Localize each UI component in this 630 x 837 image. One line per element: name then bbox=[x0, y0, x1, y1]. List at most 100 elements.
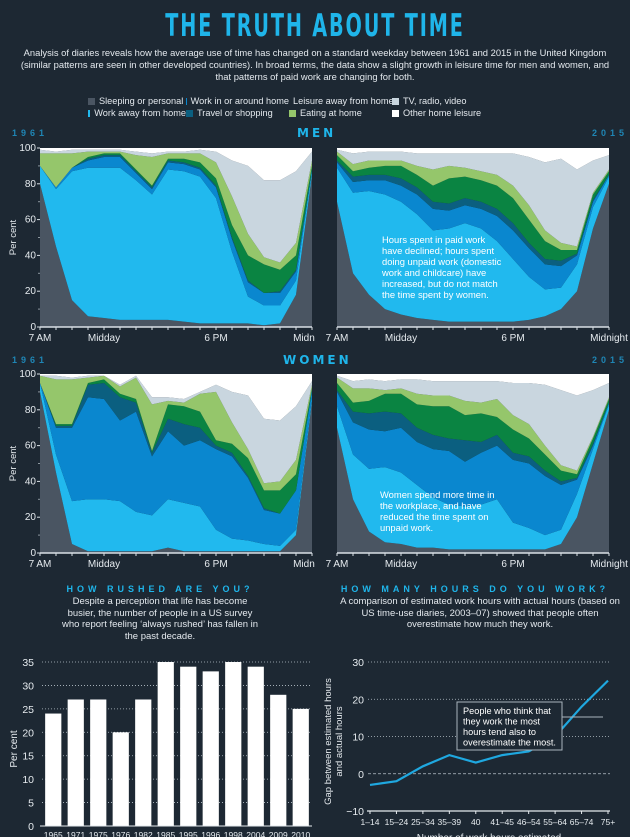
y-axis-label: Per cent bbox=[9, 730, 20, 767]
y-axis-label: Per cent bbox=[8, 219, 19, 255]
annotation-text: People who think that bbox=[463, 706, 551, 716]
x-tick-label: 1–14 bbox=[361, 817, 380, 827]
y-tick-label: 5 bbox=[28, 798, 34, 810]
x-tick-label: 2009 bbox=[269, 830, 288, 837]
y-tick-label: 30 bbox=[352, 657, 364, 669]
area-work-away-from-home bbox=[40, 382, 312, 552]
men-1961-area-chart: 7 AM Midday 6 PM Midnight 0 20 40 60 80 100 Per ce… bbox=[8, 143, 315, 344]
y-tick-label: 30 bbox=[22, 680, 34, 692]
area-work-in-or-around-home bbox=[337, 162, 609, 290]
women-2015-area-chart: 7 AM Midday 6 PM Midnight bbox=[326, 374, 628, 570]
area-work-away-from-home bbox=[337, 167, 609, 322]
annotation-text: they work the most bbox=[463, 717, 541, 727]
y-tick-label: 10 bbox=[22, 774, 34, 786]
x-tick-label: 40 bbox=[471, 817, 481, 827]
women-annotation: Women spend more time in the workplace, … bbox=[380, 489, 495, 533]
legend-label: Travel or shopping bbox=[197, 108, 273, 118]
x-tick-label: 1995 bbox=[179, 830, 198, 837]
y-tick-label: 40 bbox=[25, 476, 37, 487]
bar bbox=[270, 694, 287, 826]
y-tick-label: 40 bbox=[25, 250, 37, 261]
y-tick-label: 60 bbox=[25, 215, 37, 226]
legend-item: Work in or around home bbox=[186, 96, 289, 106]
bar bbox=[157, 662, 174, 826]
y-tick-label: 0 bbox=[30, 548, 36, 559]
y-tick-label: 60 bbox=[25, 441, 37, 452]
area-travel-or-shopping bbox=[337, 160, 609, 267]
x-tick-label: 35–39 bbox=[438, 817, 462, 827]
bar bbox=[45, 713, 62, 826]
area-work-in-or-around-home bbox=[40, 382, 312, 546]
legend-item: Other home leisure bbox=[392, 108, 492, 118]
y-axis-label: Per cent bbox=[8, 445, 19, 481]
bar bbox=[67, 699, 84, 826]
x-tick-label: 1982 bbox=[134, 830, 153, 837]
area-work-in-or-around-home bbox=[40, 156, 312, 306]
area-tv-radio-video bbox=[337, 375, 609, 471]
area-other-home-leisure bbox=[337, 374, 609, 396]
x-tick-label: 2010 bbox=[291, 830, 310, 837]
x-tick-label: 1985 bbox=[156, 830, 175, 837]
section-title-women: WOMEN bbox=[283, 353, 352, 367]
legend-swatch bbox=[392, 97, 399, 105]
area-other-home-leisure bbox=[40, 148, 312, 181]
area-leisure-away-from-home bbox=[40, 379, 312, 514]
legend-swatch bbox=[186, 97, 187, 105]
legend-item: Sleeping or personal bbox=[88, 96, 186, 106]
x-tick-label: 1998 bbox=[224, 830, 243, 837]
y-tick-label: 20 bbox=[352, 694, 364, 706]
legend-swatch bbox=[392, 109, 399, 117]
x-tick-label: Midnight bbox=[293, 333, 315, 344]
y-tick-label: 25 bbox=[22, 704, 34, 716]
bar bbox=[135, 699, 152, 826]
x-tick-label: 6 PM bbox=[204, 333, 227, 344]
legend-label: Eating at home bbox=[300, 108, 362, 118]
legend-label: Other home leisure bbox=[403, 108, 482, 118]
legend-label: Work away from home bbox=[94, 108, 186, 118]
y-tick-label: −10 bbox=[346, 806, 364, 818]
x-tick-label: 1975 bbox=[89, 830, 108, 837]
data-line bbox=[369, 679, 609, 787]
page-title: THE TRUTH ABOUT TIME bbox=[165, 8, 465, 44]
section-title-men: MEN bbox=[297, 126, 337, 140]
annotation-text: overestimate the most. bbox=[463, 738, 556, 748]
x-tick-label: 46–54 bbox=[517, 817, 541, 827]
y-tick-label: 15 bbox=[22, 751, 34, 763]
bar bbox=[247, 666, 264, 826]
year-label-left: 1961 bbox=[12, 355, 49, 365]
work-hours-line-chart: −10 0 10 20 30 1–14 15–24 25–34 35–39 40 41–45 46–5… bbox=[323, 657, 615, 837]
area-work-away-from-home bbox=[40, 165, 312, 326]
line-chart-title: HOW MANY HOURS DO YOU WORK? bbox=[340, 584, 610, 594]
legend: Sleeping or personal Work in or around ho… bbox=[88, 96, 558, 118]
legend-item: Work away from home bbox=[88, 108, 186, 118]
legend-label: TV, radio, video bbox=[403, 96, 467, 106]
annotation-text: hours tend also to bbox=[463, 727, 536, 737]
bar-chart-subtitle: Despite a perception that life has becom… bbox=[61, 596, 259, 642]
x-tick-label: Midday bbox=[88, 333, 120, 344]
x-tick-label: 6 PM bbox=[204, 559, 227, 570]
x-tick-label: 6 PM bbox=[501, 559, 524, 570]
rushed-bar-chart: 0 5 10 15 20 25 30 35 1965 1971 1975 1976 1982 1985 19… bbox=[9, 657, 312, 837]
year-label-right: 2015 bbox=[592, 355, 629, 365]
x-tick-label: 7 AM bbox=[326, 333, 349, 344]
y-tick-label: 0 bbox=[30, 322, 36, 333]
y-tick-label: 80 bbox=[25, 405, 37, 416]
legend-label: Leisure away from home bbox=[293, 96, 394, 106]
x-tick-label: 7 AM bbox=[29, 333, 52, 344]
area-leisure-away-from-home bbox=[40, 153, 312, 293]
x-tick-label: 1996 bbox=[201, 830, 220, 837]
annotation-box bbox=[456, 701, 563, 751]
legend-label: Sleeping or personal bbox=[99, 96, 184, 106]
y-tick-label: 20 bbox=[22, 727, 34, 739]
bar bbox=[225, 662, 242, 826]
bar bbox=[90, 699, 107, 826]
men-annotation: Hours spent in paid work have declined; … bbox=[382, 234, 502, 300]
x-tick-label: 25–34 bbox=[411, 817, 435, 827]
bar bbox=[180, 666, 197, 826]
y-tick-label: 80 bbox=[25, 179, 37, 190]
x-tick-label: 55–64 bbox=[543, 817, 567, 827]
x-tick-label: 7 AM bbox=[29, 559, 52, 570]
area-other-home-leisure bbox=[40, 374, 312, 421]
legend-swatch bbox=[88, 109, 91, 117]
x-tick-label: 65–74 bbox=[570, 817, 594, 827]
